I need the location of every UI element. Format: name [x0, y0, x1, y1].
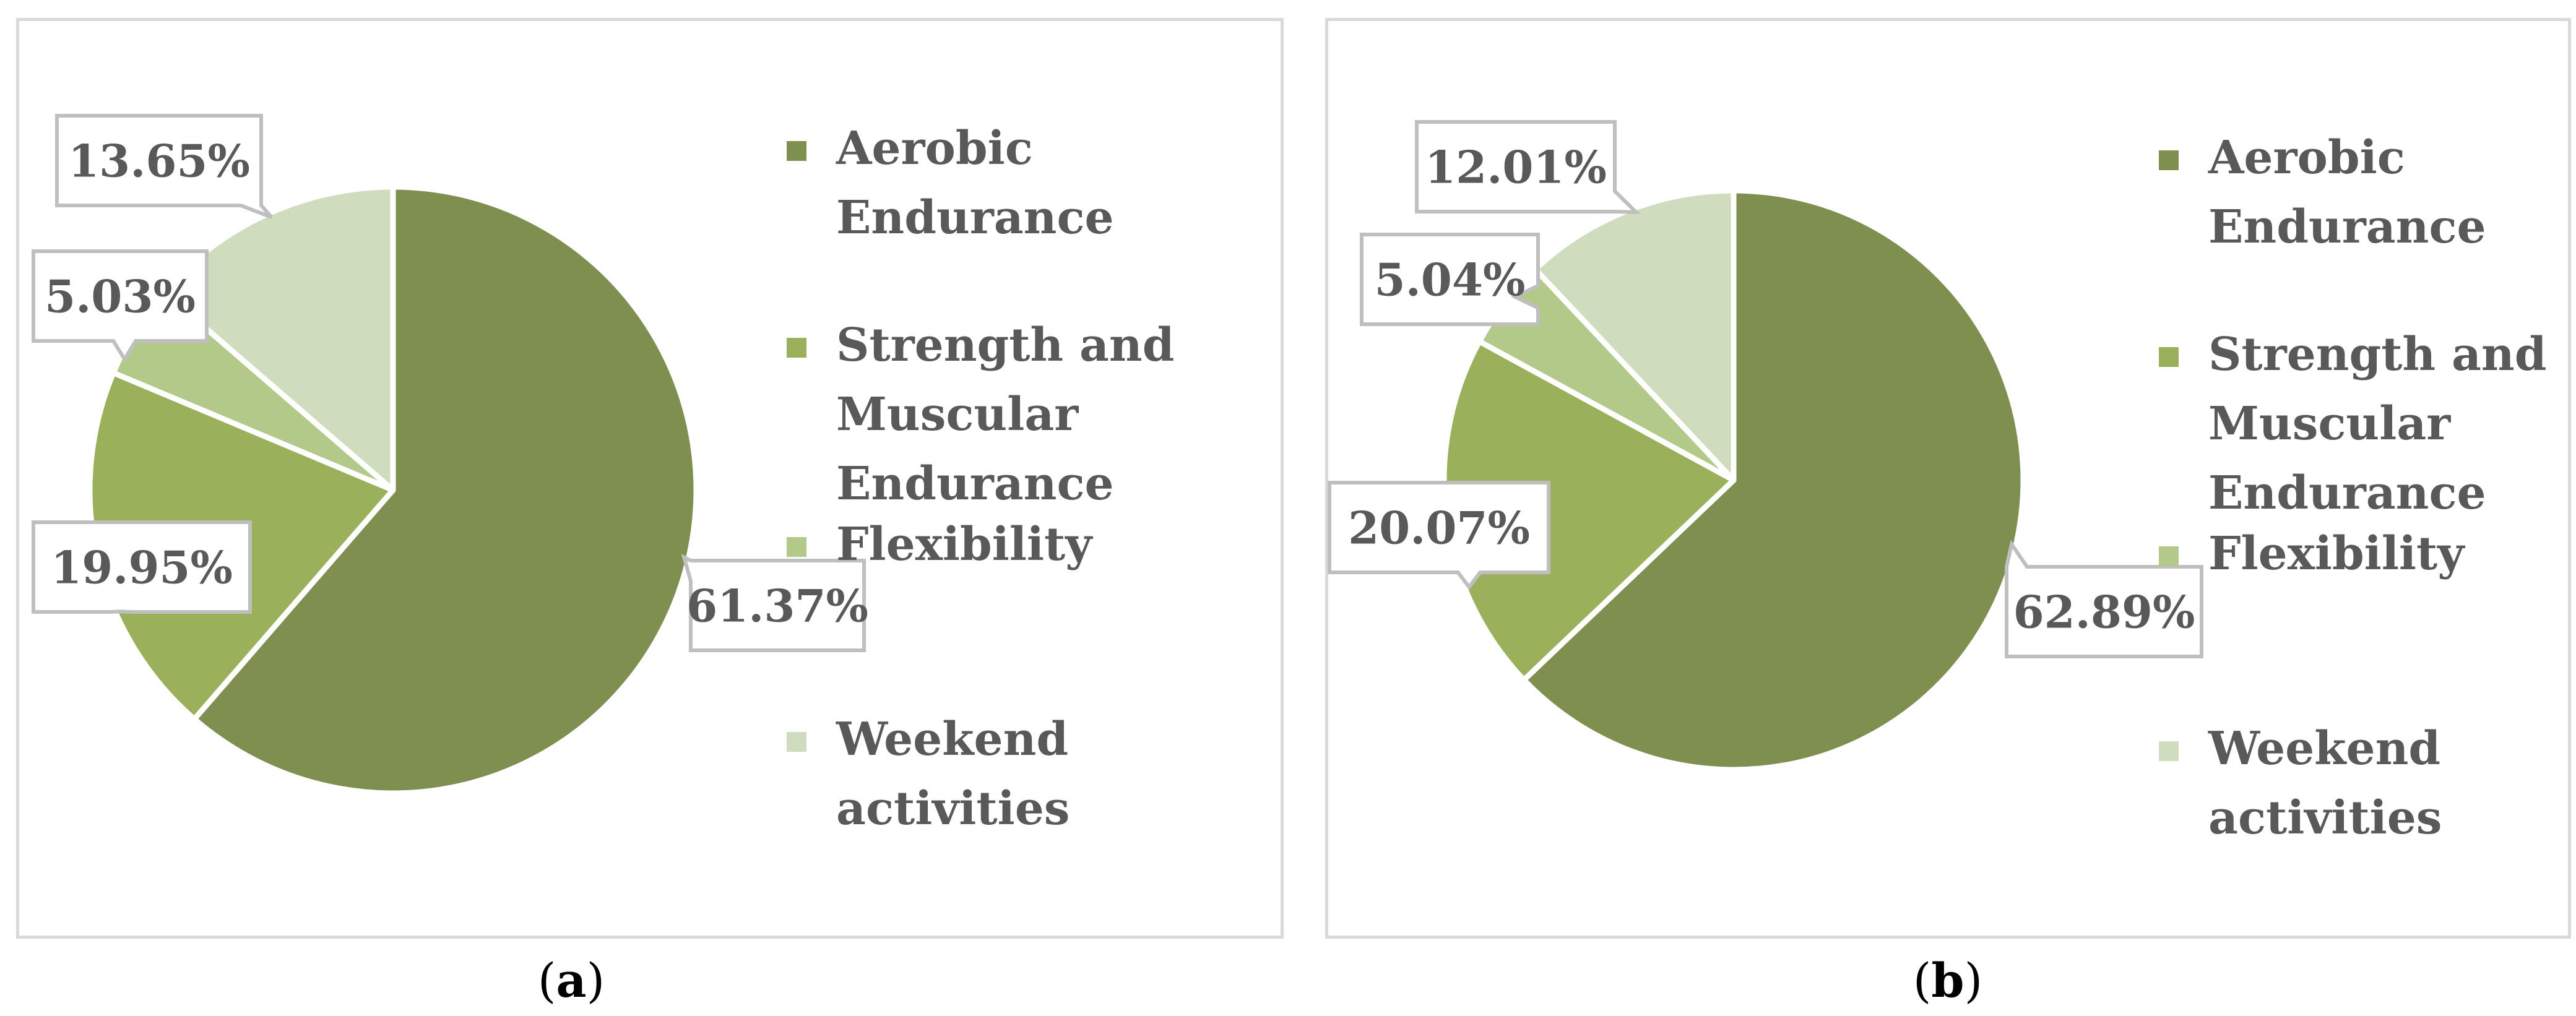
- data-label-box-flexibility-a: [32, 249, 209, 363]
- panel-caption-a: (a): [537, 953, 605, 1008]
- pie-slices-b: [1441, 187, 2026, 773]
- legend-swatch-aerobic-a: [787, 141, 806, 161]
- legend-label-weekend-b: Weekend activities: [2208, 722, 2442, 845]
- legend-item-strength-b: Strength and Muscular Endurance: [2159, 320, 2561, 528]
- legend-item-flexibility-a: Flexibility: [787, 510, 1257, 579]
- legend-item-aerobic-b: Aerobic Endurance: [2159, 123, 2561, 262]
- legend-swatch-flexibility-b: [2159, 546, 2179, 566]
- data-label-flexibility-b: 5.04%: [1360, 233, 1540, 326]
- data-label-box-strength-b: [1328, 481, 1550, 590]
- legend-item-strength-a: Strength and Muscular Endurance: [787, 311, 1257, 519]
- data-label-box-aerobic-a: [681, 553, 866, 652]
- legend-item-aerobic-a: Aerobic Endurance: [787, 114, 1257, 252]
- legend-label-aerobic-a: Aerobic Endurance: [836, 122, 1114, 244]
- data-label-text-flexibility-b: 5.04%: [1375, 254, 1526, 306]
- data-label-flexibility-a: 5.03%: [32, 249, 209, 363]
- pie-chart-b: 62.89% 20.07% 5.04% 12.01%: [1328, 120, 2203, 773]
- chart-panel-a: 61.37% 19.95% 5.03% 13.65% Aerobic Enduranc…: [16, 18, 1284, 939]
- panel-caption-letter-a: a: [556, 953, 587, 1008]
- data-label-strength-a: 19.95%: [32, 520, 252, 614]
- legend-label-aerobic-b: Aerobic Endurance: [2208, 131, 2486, 254]
- data-label-text-strength-b: 20.07%: [1348, 502, 1530, 554]
- legend-item-flexibility-b: Flexibility: [2159, 519, 2561, 588]
- data-label-aerobic-a: 61.37%: [681, 553, 868, 652]
- data-label-text-weekend-b: 12.01%: [1425, 141, 1607, 194]
- legend-swatch-flexibility-a: [787, 537, 806, 557]
- data-label-box-weekend-b: [1415, 120, 1641, 215]
- data-label-weekend-b: 12.01%: [1415, 120, 1641, 215]
- chart-panel-b: 62.89% 20.07% 5.04% 12.01% Aerobic Enduranc…: [1325, 18, 2571, 939]
- pie-slice-aerobic-b: [1521, 187, 2026, 773]
- legend-label-flexibility-a: Flexibility: [836, 518, 1092, 571]
- data-label-strength-b: 20.07%: [1328, 481, 1550, 590]
- legend-label-strength-a: Strength and Muscular Endurance: [836, 319, 1175, 510]
- legend-swatch-strength-b: [2159, 347, 2179, 367]
- data-label-text-weekend-a: 13.65%: [68, 135, 250, 187]
- legend-swatch-weekend-b: [2159, 741, 2179, 761]
- legend-label-weekend-a: Weekend activities: [836, 713, 1070, 835]
- data-label-box-flexibility-b: [1360, 233, 1540, 326]
- legend-item-weekend-b: Weekend activities: [2159, 714, 2561, 853]
- legend-swatch-strength-a: [787, 338, 806, 358]
- data-label-box-strength-a: [32, 520, 252, 614]
- data-label-box-weekend-a: [55, 114, 273, 219]
- panel-caption-letter-b: b: [1931, 953, 1964, 1008]
- data-label-text-aerobic-b: 62.89%: [2013, 586, 2195, 639]
- data-label-aerobic-b: 62.89%: [2005, 540, 2203, 658]
- panel-caption-b: (b): [1913, 953, 1983, 1008]
- data-label-text-aerobic-a: 61.37%: [686, 580, 868, 632]
- legend-label-strength-b: Strength and Muscular Endurance: [2208, 328, 2547, 520]
- legend-swatch-weekend-a: [787, 732, 806, 752]
- data-label-weekend-a: 13.65%: [55, 114, 273, 219]
- data-label-box-aerobic-b: [2005, 540, 2203, 658]
- pie-slice-aerobic-a: [191, 184, 699, 796]
- data-label-text-flexibility-a: 5.03%: [45, 270, 196, 323]
- pie-chart-a: 61.37% 19.95% 5.03% 13.65%: [32, 114, 868, 796]
- legend-swatch-aerobic-b: [2159, 150, 2179, 170]
- legend-label-flexibility-b: Flexibility: [2208, 527, 2465, 580]
- legend-item-weekend-a: Weekend activities: [787, 705, 1257, 843]
- data-label-text-strength-a: 19.95%: [51, 541, 233, 594]
